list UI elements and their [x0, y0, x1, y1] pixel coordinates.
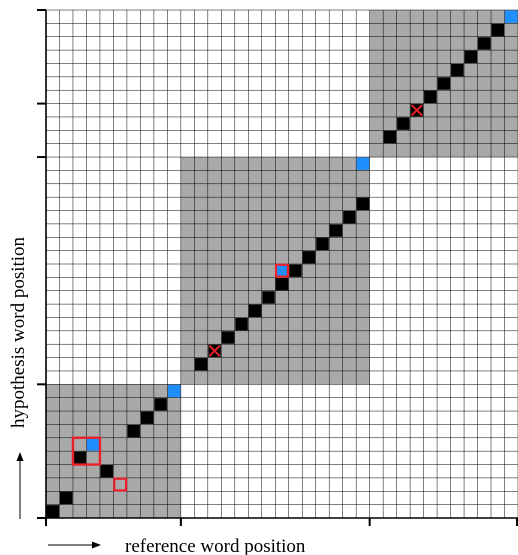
- boundary-cell: [505, 10, 518, 23]
- path-cell: [451, 63, 464, 77]
- path-cell: [329, 224, 343, 237]
- x-axis-arrow: [48, 541, 101, 549]
- error-cross-marker: [410, 104, 423, 117]
- boundary-cell: [356, 157, 370, 170]
- axes: [37, 9, 518, 526]
- path-cell: [343, 211, 356, 224]
- path-cell: [437, 77, 451, 90]
- path-cell: [140, 411, 154, 424]
- path-cell: [194, 358, 208, 371]
- error-cross-marker: [208, 344, 221, 357]
- path-cells: [46, 10, 518, 518]
- path-cell: [424, 90, 437, 104]
- path-cell: [491, 23, 505, 37]
- path-cell: [316, 237, 329, 251]
- error-markers: [71, 104, 423, 492]
- error-square-marker: [274, 263, 290, 278]
- path-cell: [302, 251, 316, 264]
- path-cell: [397, 117, 410, 130]
- path-cell: [356, 197, 370, 211]
- path-cell: [478, 37, 491, 50]
- path-cell: [235, 317, 248, 331]
- path-cell: [221, 331, 235, 344]
- y-axis-label: hypothesis word position: [8, 236, 29, 428]
- y-axis-arrow: [16, 452, 24, 519]
- path-cell: [154, 398, 167, 411]
- path-cell: [127, 424, 140, 438]
- boundary-cell: [275, 264, 289, 277]
- error-box-marker: [71, 436, 102, 466]
- error-square-marker: [113, 477, 128, 492]
- path-cell: [464, 50, 478, 63]
- path-cell: [46, 505, 59, 518]
- path-cell: [100, 465, 113, 478]
- path-cell: [289, 264, 302, 277]
- path-cell: [59, 491, 73, 505]
- x-axis-label: reference word position: [125, 536, 306, 555]
- path-cell: [275, 277, 289, 291]
- boundary-cell: [86, 438, 100, 451]
- path-cell: [248, 304, 262, 317]
- boundary-cell: [167, 384, 181, 398]
- path-cell: [262, 291, 275, 304]
- path-cell: [383, 130, 397, 144]
- path-cell: [73, 451, 86, 465]
